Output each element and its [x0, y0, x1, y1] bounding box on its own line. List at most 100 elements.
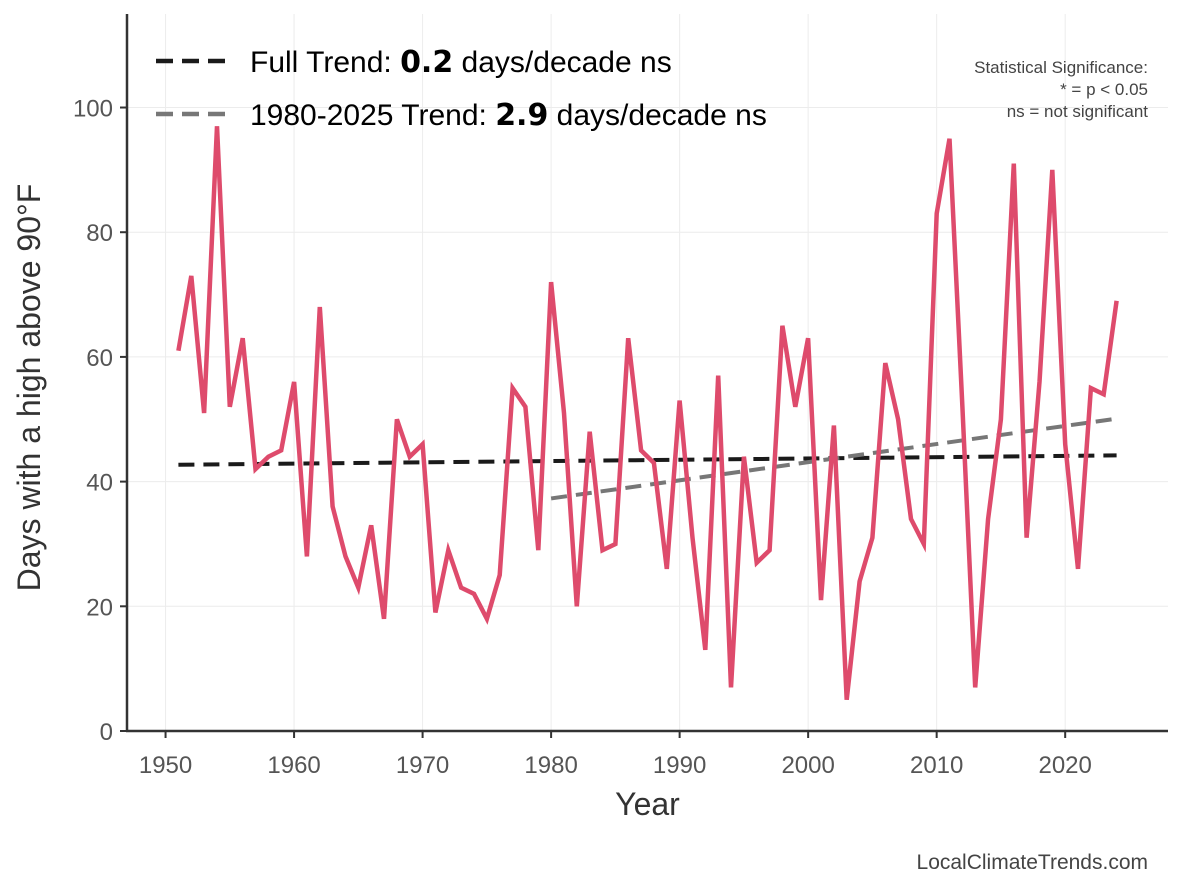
data-point — [870, 536, 874, 540]
data-point — [935, 212, 939, 216]
data-point — [1025, 536, 1029, 540]
data-point — [973, 685, 977, 689]
data-point — [768, 548, 772, 552]
data-point — [793, 405, 797, 409]
data-point — [1076, 567, 1080, 571]
legend: Full Trend: 0.2 days/decade ns1980-2025 … — [156, 45, 767, 133]
data-point — [960, 405, 964, 409]
significance-star: * = p < 0.05 — [1060, 80, 1148, 99]
data-point — [639, 448, 643, 452]
data-point — [305, 554, 309, 558]
data-point — [1102, 392, 1106, 396]
data-point — [202, 411, 206, 415]
legend-label-prefix: 1980-2025 Trend: — [250, 99, 495, 132]
data-point — [652, 461, 656, 465]
data-point — [1037, 380, 1041, 384]
x-tick-label: 2010 — [910, 752, 963, 779]
data-point — [780, 324, 784, 328]
significance-note: Statistical Significance: * = p < 0.05 n… — [974, 58, 1148, 121]
data-point — [562, 411, 566, 415]
data-point — [845, 698, 849, 702]
data-point — [1089, 386, 1093, 390]
trend-line-full — [178, 453, 1117, 467]
data-point — [472, 592, 476, 596]
data-point — [421, 442, 425, 446]
data-point — [485, 617, 489, 621]
y-tick-label: 40 — [86, 470, 113, 497]
axes: 0 20 40 60 80 100 1950 1960 1970 1980 1990 2000 2010… — [73, 14, 1168, 779]
y-axis-title: Days with a high above 90°F — [11, 184, 47, 592]
data-point — [626, 336, 630, 340]
legend-label-suffix: days/decade ns — [453, 46, 671, 79]
y-tick-label: 80 — [86, 220, 113, 247]
y-tick-label: 20 — [86, 594, 113, 621]
data-point — [395, 417, 399, 421]
data-point — [948, 137, 952, 141]
legend-trend-value: 2.9 — [495, 98, 548, 133]
y-tick-label: 0 — [100, 719, 113, 746]
data-point — [601, 548, 605, 552]
data-point — [1115, 299, 1119, 303]
data-point — [343, 554, 347, 558]
data-point — [986, 517, 990, 521]
legend-trend-value: 0.2 — [400, 45, 453, 80]
data-point — [433, 611, 437, 615]
data-point — [806, 336, 810, 340]
data-point — [498, 573, 502, 577]
data-point — [665, 567, 669, 571]
data-point — [279, 448, 283, 452]
data-point — [254, 467, 258, 471]
legend-label-prefix: Full Trend: — [250, 46, 400, 79]
data-point — [266, 455, 270, 459]
data-point — [228, 405, 232, 409]
data-point — [215, 124, 219, 128]
credit-text: LocalClimateTrends.com — [917, 851, 1148, 874]
data-point — [446, 548, 450, 552]
data-series — [176, 124, 1119, 702]
significance-ns: ns = not significant — [1007, 102, 1149, 121]
data-point — [716, 374, 720, 378]
legend-label: 1980-2025 Trend: 2.9 days/decade ns — [250, 98, 767, 133]
grid — [127, 14, 1168, 732]
data-point — [678, 399, 682, 403]
x-tick-label: 2000 — [781, 752, 834, 779]
x-tick-label: 1980 — [524, 752, 577, 779]
data-point — [819, 598, 823, 602]
data-point — [858, 579, 862, 583]
data-point — [292, 380, 296, 384]
data-point — [755, 561, 759, 565]
data-point — [408, 455, 412, 459]
data-point — [318, 305, 322, 309]
data-point — [369, 523, 373, 527]
significance-title: Statistical Significance: — [974, 58, 1148, 77]
data-point — [922, 542, 926, 546]
data-point — [896, 417, 900, 421]
x-tick-label: 2020 — [1038, 752, 1091, 779]
x-tick-label: 1990 — [653, 752, 706, 779]
data-point — [729, 685, 733, 689]
data-point — [832, 423, 836, 427]
data-point — [549, 280, 553, 284]
data-point — [356, 586, 360, 590]
data-point — [511, 386, 515, 390]
data-point — [999, 417, 1003, 421]
data-point — [1050, 168, 1054, 172]
data-point — [536, 548, 540, 552]
data-point — [241, 336, 245, 340]
data-point — [909, 517, 913, 521]
y-tick-label: 60 — [86, 345, 113, 372]
x-axis-title: Year — [615, 786, 680, 822]
data-point — [703, 648, 707, 652]
data-point — [1063, 442, 1067, 446]
y-tick-label: 100 — [73, 96, 113, 123]
data-point — [613, 542, 617, 546]
data-point — [523, 405, 527, 409]
data-point — [690, 536, 694, 540]
legend-label-suffix: days/decade ns — [548, 99, 766, 132]
legend-label: Full Trend: 0.2 days/decade ns — [250, 45, 672, 80]
data-point — [331, 505, 335, 509]
data-point — [575, 604, 579, 608]
x-tick-label: 1950 — [139, 752, 192, 779]
series-line — [176, 126, 1119, 701]
